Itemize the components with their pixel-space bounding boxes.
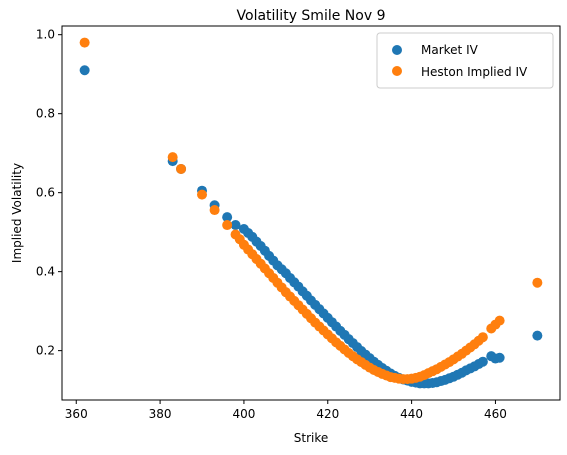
chart-title: Volatility Smile Nov 9 [237,8,386,24]
legend-label-market-iv: Market IV [421,43,479,57]
data-point-heston-implied-iv [197,189,208,200]
data-point-heston-implied-iv [532,277,543,288]
x-tick-label: 420 [316,407,339,421]
data-point-market-iv [532,330,543,341]
data-point-market-iv [79,65,90,76]
legend-box [376,32,554,89]
plot-frame [61,25,561,401]
y-tick-label: 1.0 [36,28,55,42]
series-heston-implied-iv [79,37,543,385]
x-tick-label: 440 [400,407,423,421]
y-tick-label: 0.8 [36,107,55,121]
data-point-heston-implied-iv [209,205,220,216]
data-point-heston-implied-iv [222,220,233,231]
y-axis: 0.2 0.4 0.6 0.8 1.0 [36,28,62,358]
data-point-heston-implied-iv [477,332,488,343]
data-point-market-iv [222,212,233,223]
y-tick-label: 0.6 [36,186,55,200]
x-axis-label: Strike [294,431,329,445]
y-axis-label: Implied Volatility [10,163,24,263]
y-tick-label: 0.2 [36,344,55,358]
legend-marker-market-iv [392,45,402,55]
x-tick-label: 460 [484,407,507,421]
legend: Market IV Heston Implied IV [376,32,554,89]
data-point-heston-implied-iv [79,37,90,48]
data-point-heston-implied-iv [494,315,505,326]
data-point-market-iv [477,356,488,367]
x-axis: 360 380 400 420 440 460 [65,400,507,421]
x-tick-label: 400 [232,407,255,421]
data-point-market-iv [230,220,241,231]
data-point-heston-implied-iv [176,163,187,174]
legend-label-heston-implied-iv: Heston Implied IV [421,65,528,79]
y-tick-label: 0.4 [36,265,55,279]
data-point-heston-implied-iv [167,152,178,163]
data-point-market-iv [494,352,505,363]
x-tick-label: 380 [149,407,172,421]
legend-marker-heston-implied-iv [392,66,402,76]
x-tick-label: 360 [65,407,88,421]
data-points [79,37,543,389]
